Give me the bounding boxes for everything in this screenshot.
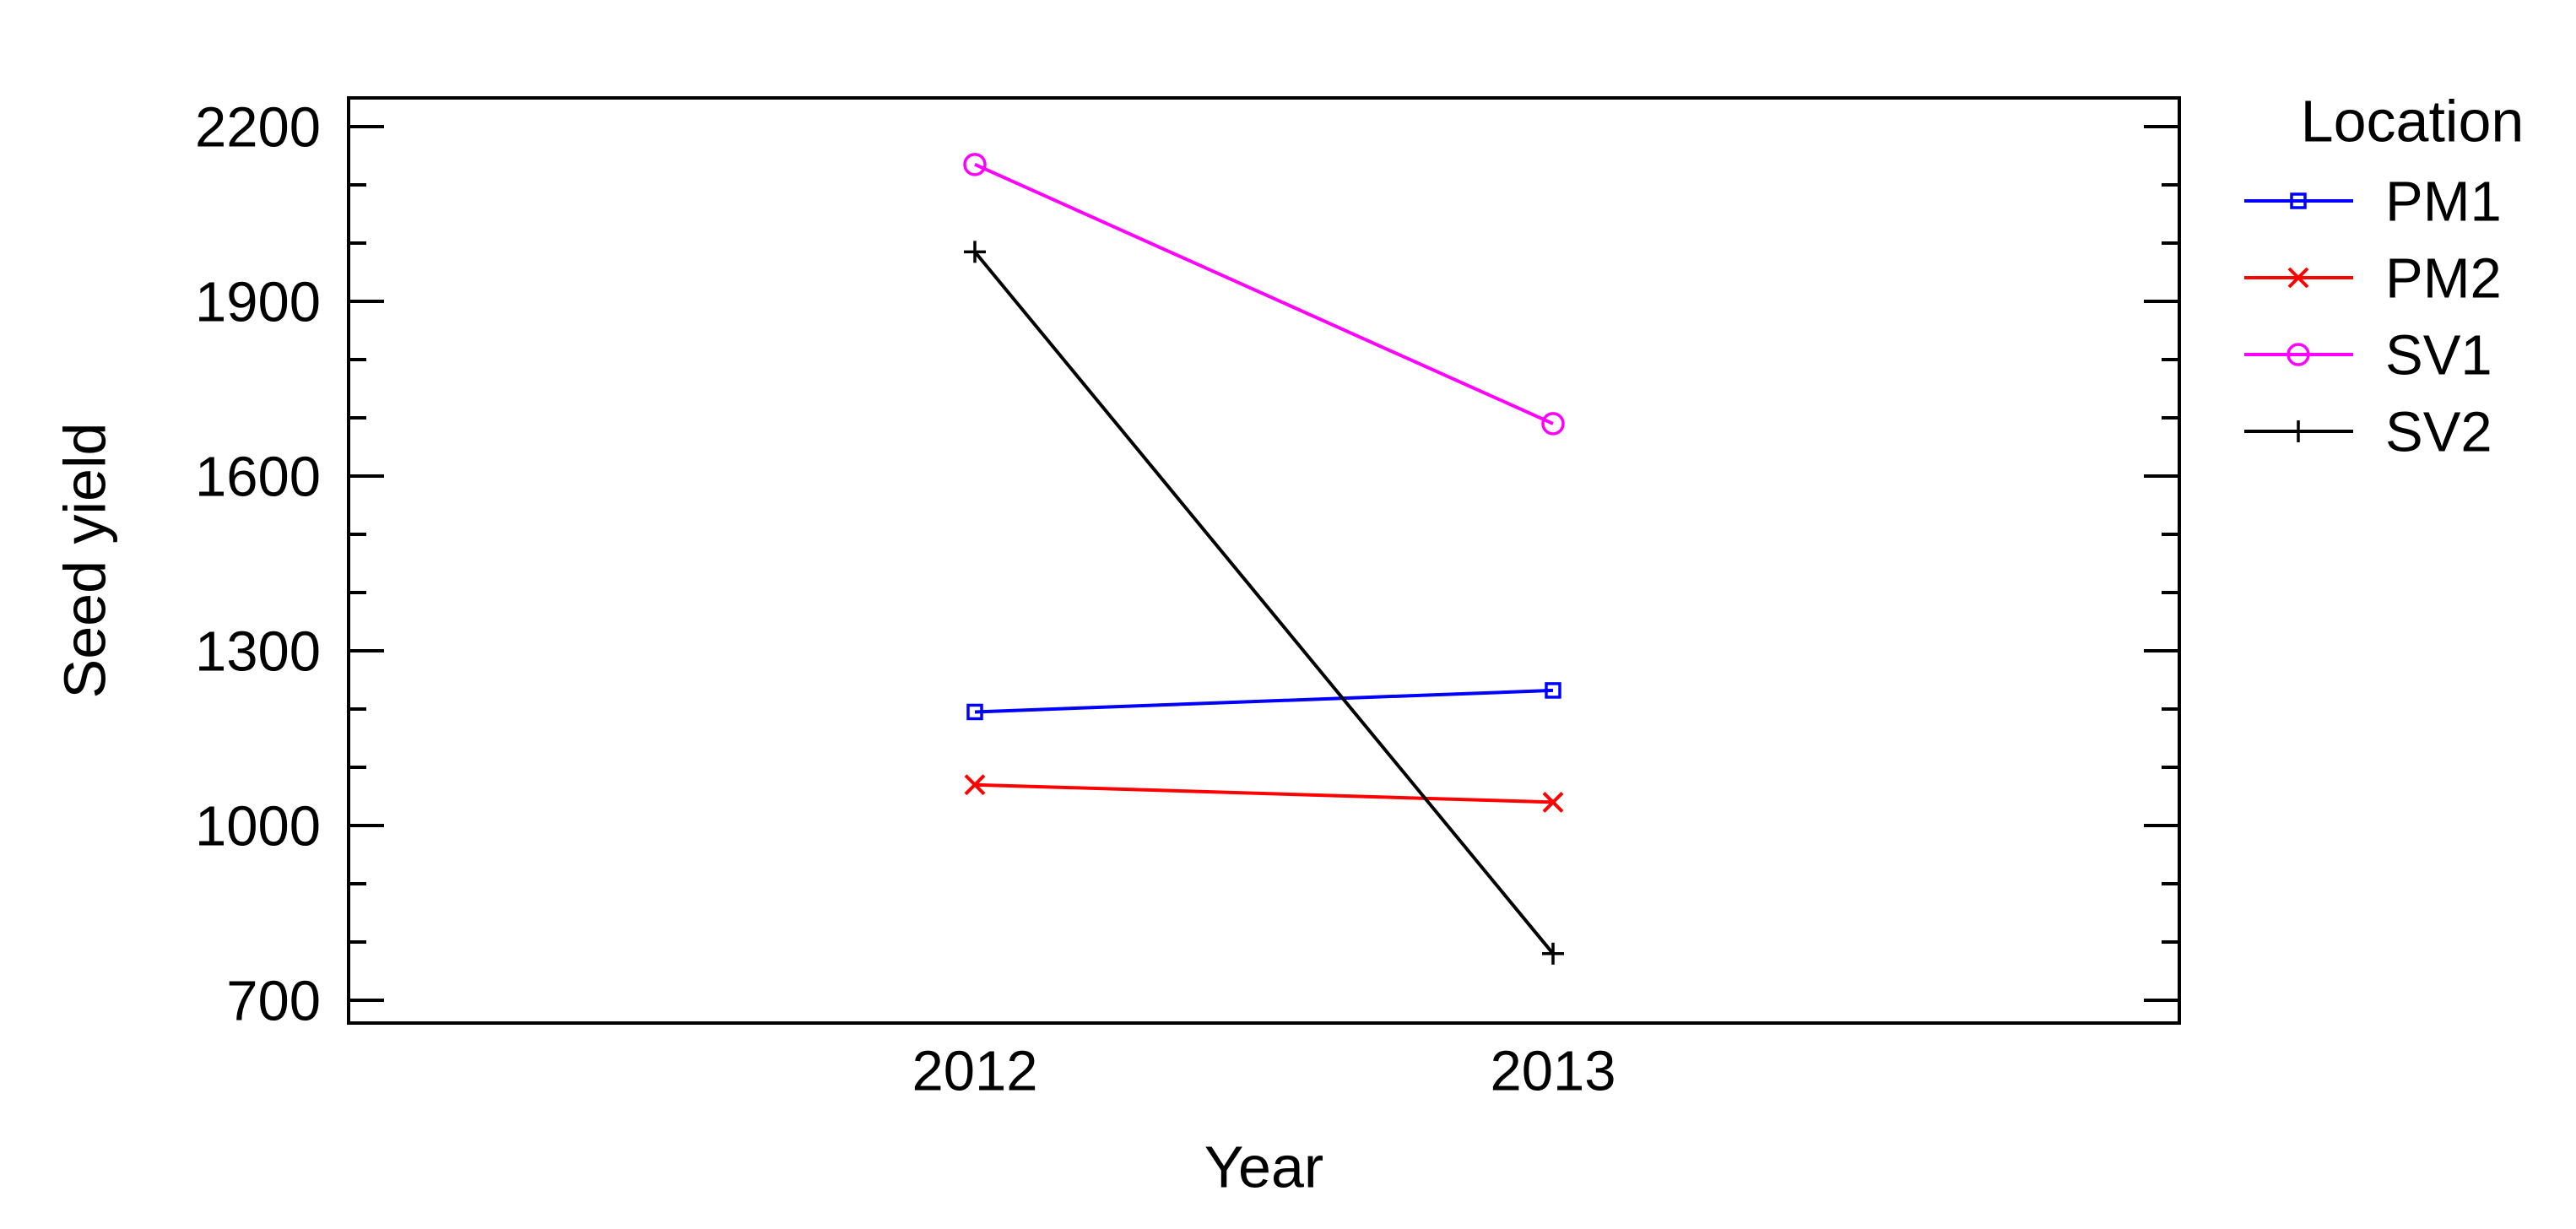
y-axis-ticks	[349, 125, 2179, 1002]
y-tick-label: 2200	[195, 95, 321, 159]
series-line	[974, 163, 1554, 425]
series-PM2	[964, 774, 1564, 813]
legend-item-PM2: PM2	[2244, 246, 2502, 310]
square-marker	[966, 703, 983, 721]
y-axis-tick-labels: 700 1000 1300 1600 1900 2200	[195, 95, 321, 1032]
series-SV2	[964, 241, 1564, 965]
circle-marker	[2286, 343, 2310, 366]
legend-items: PM1 PM2 SV1 SV2	[2244, 170, 2502, 463]
legend-item-PM1: PM1	[2244, 170, 2502, 233]
x-marker	[2287, 267, 2309, 289]
x-axis-tick-labels: 2012 2013	[912, 1039, 1615, 1102]
series-PM1	[966, 682, 1561, 721]
series-line	[974, 688, 1554, 714]
series-SV1	[963, 153, 1565, 436]
y-tick-label: 1000	[195, 794, 321, 858]
legend-label: PM2	[2385, 246, 2502, 310]
x-axis-title: Year	[1204, 1134, 1323, 1200]
x-tick-label: 2012	[912, 1039, 1037, 1102]
x-marker	[1542, 791, 1564, 813]
y-tick-label: 1900	[195, 270, 321, 333]
x-marker	[964, 774, 986, 796]
x-tick-label: 2013	[1490, 1039, 1615, 1102]
y-axis-title: Seed yield	[52, 423, 118, 699]
series-line	[973, 251, 1555, 956]
data-series	[963, 153, 1565, 965]
legend-label: SV1	[2385, 323, 2492, 387]
square-marker	[1545, 682, 1561, 699]
legend-item-SV1: SV1	[2244, 323, 2492, 387]
legend: Location PM1 PM2 SV1 SV2	[2244, 89, 2525, 463]
legend-title: Location	[2301, 89, 2525, 154]
series-line	[974, 782, 1554, 804]
y-tick-label: 700	[226, 969, 321, 1032]
circle-marker	[1541, 412, 1565, 436]
y-tick-label: 1600	[195, 445, 321, 508]
legend-label: PM1	[2385, 170, 2502, 233]
legend-item-SV2: SV2	[2244, 400, 2492, 463]
circle-marker	[963, 153, 987, 176]
legend-label: SV2	[2385, 400, 2492, 463]
y-tick-label: 1300	[195, 620, 321, 683]
plot-frame	[347, 96, 2181, 1025]
square-marker	[2290, 192, 2307, 209]
